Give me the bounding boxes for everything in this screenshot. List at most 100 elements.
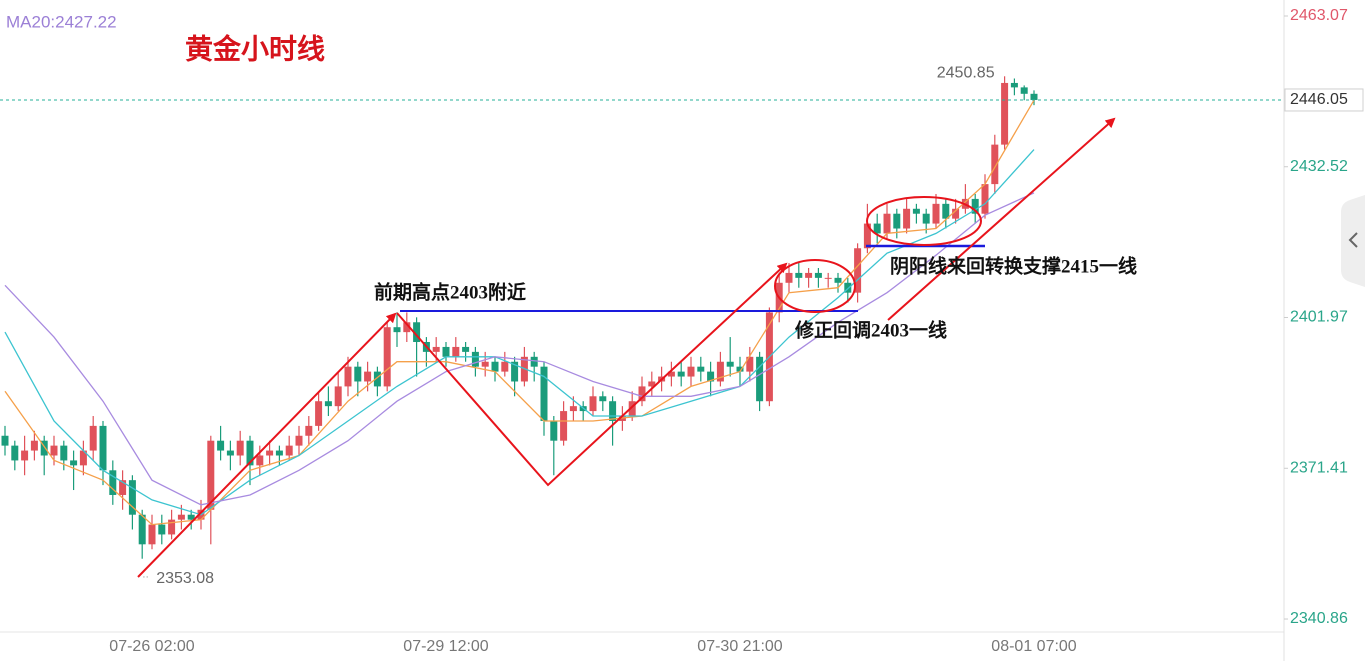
candle-body	[726, 361, 734, 367]
candle-body	[697, 366, 705, 372]
candle-body	[942, 203, 950, 219]
candle-body	[824, 277, 832, 279]
candle-body	[736, 366, 744, 372]
candle-body	[50, 445, 58, 456]
candle-body	[932, 203, 940, 224]
collapse-tab-bg[interactable]	[1341, 195, 1365, 287]
candle-body	[89, 425, 97, 451]
candle-body	[393, 327, 401, 333]
candle-body	[540, 366, 548, 421]
candle-body	[785, 272, 793, 283]
candle-body	[873, 223, 881, 234]
annotation-shapes	[137, 117, 1116, 578]
candle-body	[119, 480, 127, 495]
candle-body	[834, 277, 842, 283]
candle-body	[168, 519, 176, 535]
x-tick-label: 07-26 02:00	[109, 638, 195, 655]
candle-body	[236, 440, 244, 456]
candle-body	[60, 445, 68, 461]
candle-body	[403, 322, 411, 333]
candle-body	[1001, 82, 1009, 145]
ma-label: MA20:2427.22	[6, 12, 117, 31]
candle-body	[1, 435, 9, 446]
candle-body	[324, 401, 332, 407]
candle-body	[413, 322, 421, 343]
candle-body	[207, 440, 215, 510]
candle-body	[148, 524, 156, 545]
candle-body	[893, 213, 901, 229]
candle-body	[177, 514, 185, 520]
candle-body	[991, 144, 999, 185]
candle-body	[383, 327, 391, 387]
candle-body	[187, 514, 195, 520]
candle-body	[158, 524, 166, 535]
candle-body	[226, 450, 234, 456]
y-tick-label: 2340.86	[1290, 610, 1348, 627]
candle-body	[1030, 93, 1038, 100]
collapse-tab[interactable]	[1341, 195, 1365, 287]
candle-body	[481, 361, 489, 367]
candle-body	[589, 396, 597, 412]
candle-body	[599, 396, 607, 402]
candle-body	[952, 208, 960, 219]
ma-line	[4, 149, 1035, 516]
candle-body	[30, 440, 38, 451]
candle-body	[138, 514, 146, 545]
candle-body	[648, 381, 656, 387]
candle-body	[756, 356, 764, 402]
candle-body	[373, 371, 381, 387]
candle-body	[677, 371, 685, 377]
candle-body	[21, 450, 29, 461]
candle-body	[462, 346, 470, 352]
candle-body	[295, 435, 303, 446]
candle-body	[854, 248, 862, 293]
candle-body	[305, 425, 313, 436]
candle-body	[511, 361, 519, 382]
candle-body	[70, 460, 78, 466]
candle-body	[442, 346, 450, 357]
candle-body	[844, 282, 852, 293]
candle-body	[609, 401, 617, 421]
collapse-icon[interactable]	[1348, 232, 1358, 248]
x-tick-label: 07-29 12:00	[403, 638, 489, 655]
trend-arrow	[137, 312, 397, 578]
low-label-dots: ··	[142, 571, 149, 582]
candle-body	[452, 346, 460, 357]
candle-body	[883, 213, 891, 234]
candle-body	[256, 455, 264, 466]
candle-body	[569, 406, 577, 412]
candle-body	[246, 440, 254, 466]
candle-body	[628, 401, 636, 417]
candle-body	[530, 356, 538, 367]
candle-body	[99, 425, 107, 471]
candle-body	[687, 366, 695, 377]
candle-body	[40, 440, 48, 456]
last-price-box	[1284, 88, 1364, 112]
candle-body	[805, 272, 813, 278]
candle-body	[128, 480, 136, 515]
candle-body	[795, 272, 803, 278]
annotation: 阴阳线来回转换支撑2415一线	[890, 254, 1137, 277]
candle-body	[550, 420, 558, 441]
candle-body	[1010, 82, 1018, 88]
trend-arrow	[887, 117, 1116, 321]
candle-body	[491, 361, 499, 372]
candle-body	[707, 371, 715, 382]
candle-body	[275, 450, 283, 456]
ma-line	[4, 192, 1035, 506]
candle-body	[11, 445, 19, 461]
candle-body	[266, 450, 274, 456]
chart-title: 黄金小时线	[185, 32, 325, 65]
candle-body	[1020, 87, 1028, 94]
y-tick-label: 2432.52	[1290, 158, 1348, 175]
highlight-ellipse	[774, 259, 856, 313]
x-tick-label: 07-30 21:00	[697, 638, 783, 655]
y-tick-label: 2463.07	[1290, 7, 1348, 24]
candle-body	[354, 366, 362, 382]
candle-body	[79, 450, 87, 466]
candle-body	[432, 346, 440, 352]
candle-body	[285, 445, 293, 456]
y-tick-label: 2401.97	[1290, 309, 1348, 326]
